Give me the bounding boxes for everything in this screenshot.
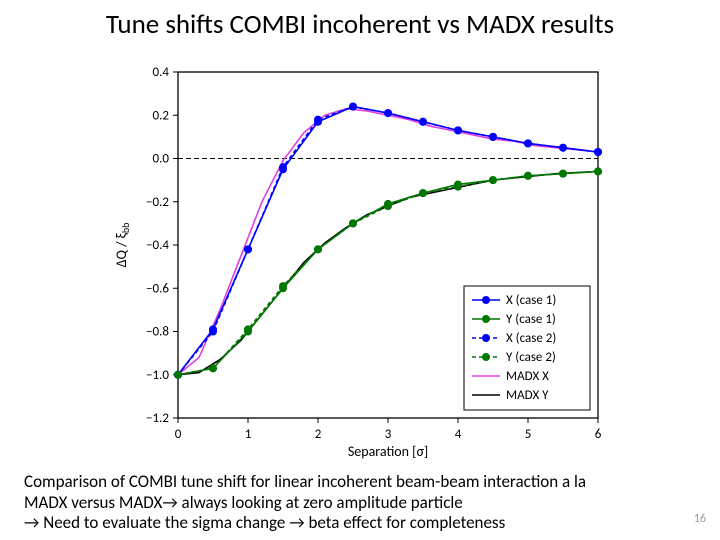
svg-text:5: 5 — [525, 427, 532, 442]
svg-text:Separation [σ]: Separation [σ] — [348, 443, 428, 460]
svg-text:X (case 1): X (case 1) — [506, 293, 556, 308]
svg-text:0.2: 0.2 — [153, 108, 170, 123]
caption-line-3: → Need to evaluate the sigma change → be… — [24, 512, 505, 533]
svg-text:Y (case 1): Y (case 1) — [506, 312, 556, 327]
svg-text:0: 0 — [175, 427, 182, 442]
page-number: 16 — [694, 512, 706, 526]
page-title: Tune shifts COMBI incoherent vs MADX res… — [0, 8, 720, 41]
svg-text:6: 6 — [595, 427, 602, 442]
svg-text:−1.0: −1.0 — [146, 368, 169, 383]
svg-text:−0.2: −0.2 — [146, 195, 169, 210]
svg-text:MADX X: MADX X — [506, 369, 549, 384]
caption-line-1: Comparison of COMBI tune shift for linea… — [24, 471, 586, 492]
svg-text:Y (case 2): Y (case 2) — [506, 350, 556, 365]
svg-text:0.4: 0.4 — [153, 65, 170, 80]
svg-text:4: 4 — [455, 427, 462, 442]
tune-shift-chart: 0 1 2 3 4 5 6 −1.2 −1.0 −0.8 −0.6 −0.4 −0.2 0.0 0.2 0.4… — [106, 58, 616, 466]
svg-text:−0.6: −0.6 — [146, 281, 169, 296]
svg-text:−0.4: −0.4 — [146, 238, 169, 253]
svg-text:2: 2 — [315, 427, 322, 442]
svg-text:1: 1 — [245, 427, 252, 442]
svg-text:0.0: 0.0 — [153, 152, 170, 167]
svg-text:MADX Y: MADX Y — [506, 388, 549, 403]
caption-text: Comparison of COMBI tune shift for linea… — [24, 472, 664, 534]
svg-text:−1.2: −1.2 — [146, 411, 169, 426]
svg-text:ΔQ / ξbb: ΔQ / ξbb — [113, 223, 132, 268]
caption-line-2: MADX versus MADX→ always looking at zero… — [24, 492, 463, 513]
svg-text:X (case 2): X (case 2) — [506, 331, 556, 346]
svg-text:3: 3 — [385, 427, 392, 442]
svg-text:−0.8: −0.8 — [146, 325, 169, 340]
